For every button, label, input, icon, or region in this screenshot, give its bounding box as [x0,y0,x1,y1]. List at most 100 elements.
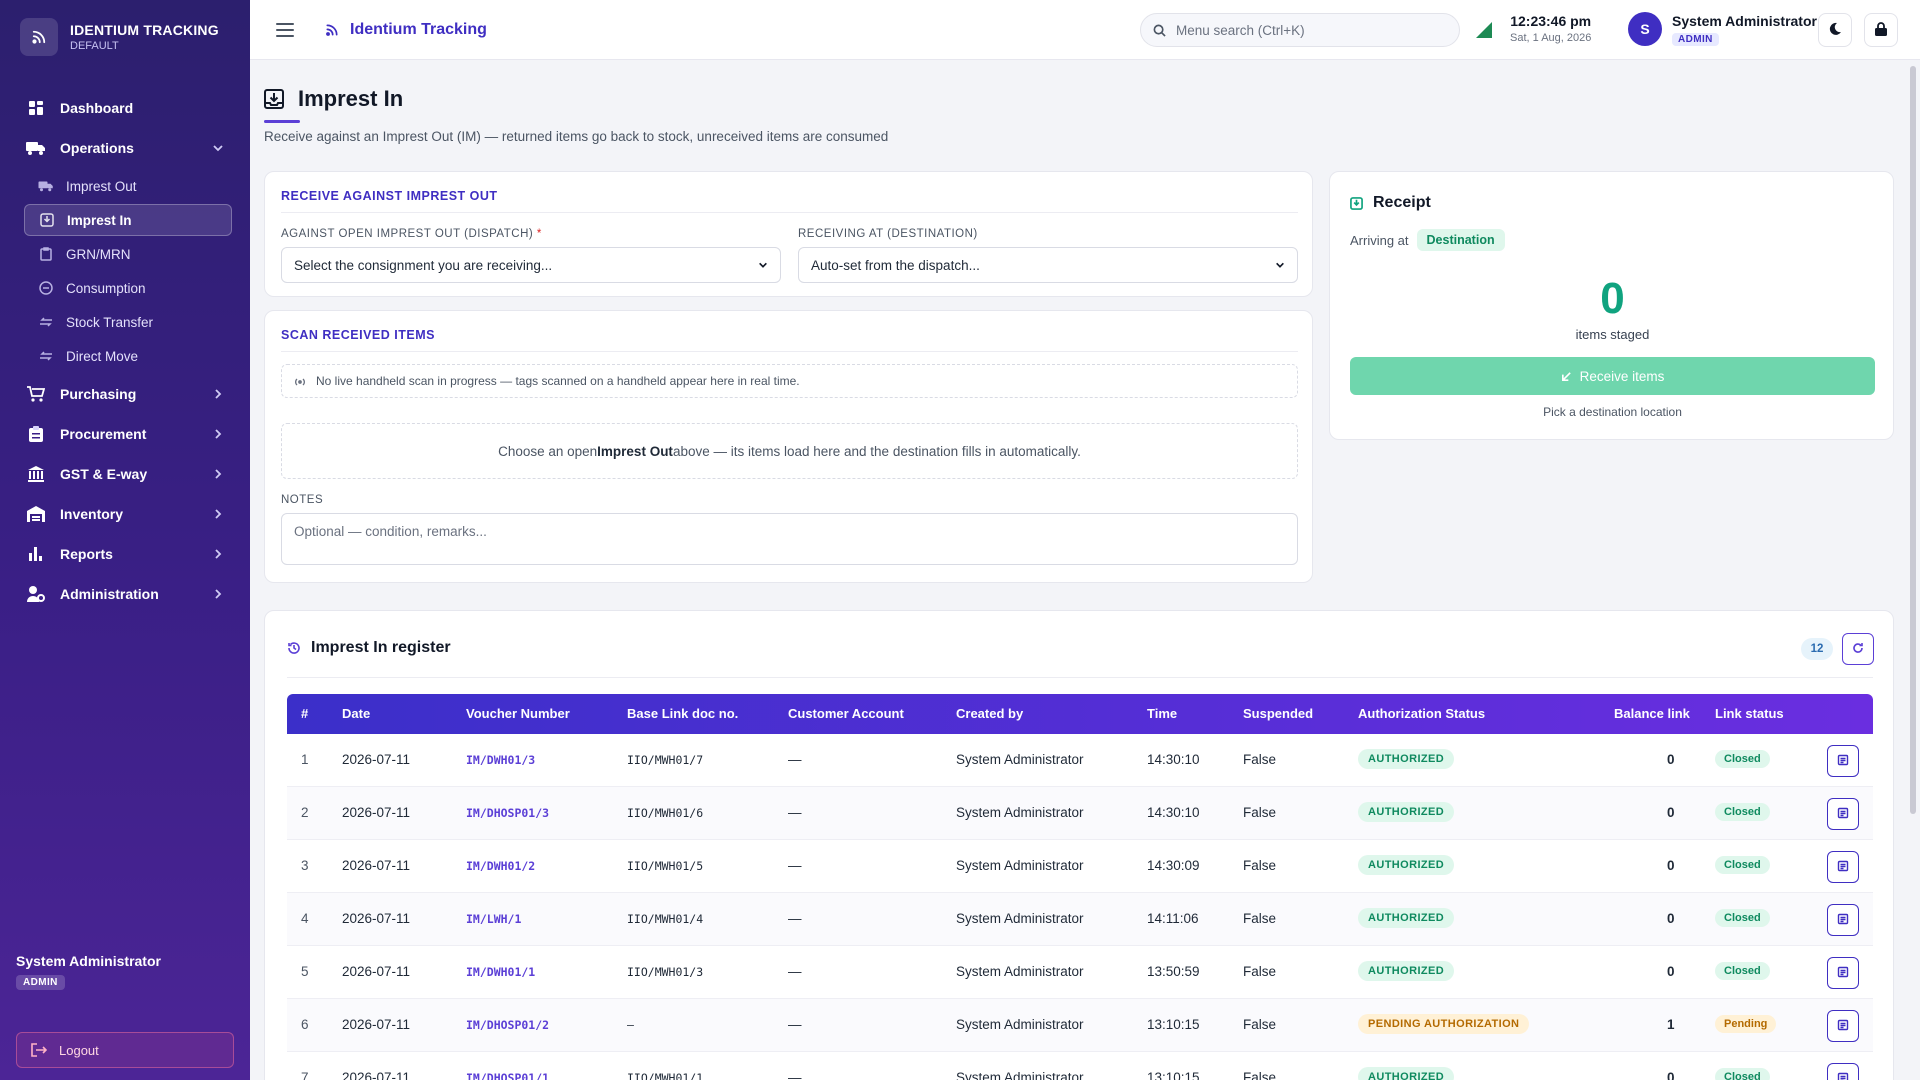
sidebar-item-label: Procurement [60,426,147,442]
clipboard-icon [38,246,54,262]
title-underline [264,120,300,123]
menu-search-input[interactable]: Menu search (Ctrl+K) [1140,13,1460,47]
theme-toggle-button[interactable] [1818,13,1852,47]
document-icon [1837,754,1849,769]
row-view-button[interactable] [1827,1063,1859,1080]
staged-label: items staged [1575,327,1650,342]
receipt-hint: Pick a destination location [1543,405,1682,419]
table-row[interactable]: 4 2026-07-11 IM/LWH/1 IIO/MWH01/4 — System Ad… [287,893,1873,946]
refresh-button[interactable] [1842,633,1874,665]
sidebar-item-administration[interactable]: Administration [18,574,232,614]
row-suspended: False [1243,805,1277,820]
sidebar-item-inventory[interactable]: Inventory [18,494,232,534]
lock-icon [1875,21,1887,39]
sidebar: IDENTIUM TRACKING DEFAULT Dashboard Oper… [0,0,250,1080]
page-title: Imprest In [264,86,888,112]
sidebar-item-direct-move[interactable]: Direct Move [24,340,232,372]
col-index[interactable]: # [301,706,309,721]
page-scrollbar[interactable] [1910,66,1916,814]
sidebar-item-grn-mrn[interactable]: GRN/MRN [24,238,232,270]
row-index: 4 [301,911,309,926]
hint-text: Choose an open [498,443,598,459]
table-header: # Date Voucher Number Base Link doc no. … [287,694,1873,734]
top-brand[interactable]: Identium Tracking [324,21,487,39]
table-row[interactable]: 7 2026-07-11 IM/DHOSP01/1 IIO/MWH01/1 — Syste… [287,1052,1873,1080]
row-date: 2026-07-11 [342,911,411,926]
sidebar-item-stock-transfer[interactable]: Stock Transfer [24,306,232,338]
user-menu[interactable]: S System Administrator ADMIN [1628,12,1817,46]
sidebar-item-dashboard[interactable]: Dashboard [18,88,232,128]
row-base-link: IIO/MWH01/1 [627,1071,704,1080]
row-view-button[interactable] [1827,851,1859,883]
sidebar-item-purchasing[interactable]: Purchasing [18,374,232,414]
sidebar-item-consumption[interactable]: Consumption [24,272,232,304]
row-auth-status-badge: AUTHORIZED [1358,908,1455,928]
sidebar-item-imprest-in[interactable]: Imprest In [24,204,232,236]
col-created-by[interactable]: Created by [956,706,1024,721]
row-voucher-link[interactable]: IM/DWH01/2 [466,859,536,873]
document-icon [1837,966,1849,981]
row-base-link: IIO/MWH01/6 [627,806,704,820]
row-voucher-link[interactable]: IM/LWH/1 [466,912,522,926]
col-auth-status[interactable]: Authorization Status [1358,706,1486,721]
row-view-button[interactable] [1827,904,1859,936]
col-suspended[interactable]: Suspended [1243,706,1314,721]
lock-button[interactable] [1864,13,1898,47]
brand[interactable]: IDENTIUM TRACKING DEFAULT [0,0,250,74]
table-row[interactable]: 3 2026-07-11 IM/DWH01/2 IIO/MWH01/5 — System … [287,840,1873,893]
table-row[interactable]: 6 2026-07-11 IM/DHOSP01/2 – — System Administ… [287,999,1873,1052]
dispatch-select[interactable]: Select the consignment you are receiving… [281,247,781,283]
row-view-button[interactable] [1827,957,1859,989]
col-date[interactable]: Date [342,706,371,721]
sidebar-item-imprest-out[interactable]: Imprest Out [24,170,232,202]
receive-items-button[interactable]: Receive items [1350,357,1875,395]
destination-select-value: Auto-set from the dispatch... [811,257,980,273]
register-title: Imprest In register [287,639,451,657]
sidebar-item-procurement[interactable]: Procurement [18,414,232,454]
row-voucher-link[interactable]: IM/DHOSP01/2 [466,1018,550,1032]
table-row[interactable]: 5 2026-07-11 IM/DWH01/1 IIO/MWH01/3 — System … [287,946,1873,999]
inbox-icon [39,212,55,228]
sidebar-item-label: Consumption [66,280,146,296]
register-card: Imprest In register 12 # Date Voucher Nu… [264,610,1894,1080]
hamburger-icon[interactable] [276,22,294,37]
arrow-down-left-icon [1561,371,1572,382]
col-voucher[interactable]: Voucher Number [466,706,570,721]
row-created-by: System Administrator [956,805,1084,820]
document-icon [1837,913,1849,928]
row-created-by: System Administrator [956,1017,1084,1032]
col-time[interactable]: Time [1147,706,1178,721]
destination-select[interactable]: Auto-set from the dispatch... [798,247,1298,283]
sidebar-item-reports[interactable]: Reports [18,534,232,574]
table-row[interactable]: 1 2026-07-11 IM/DWH01/3 IIO/MWH01/7 — System … [287,734,1873,787]
operations-submenu: Imprest Out Imprest In GRN/MRN Consumpti… [18,170,232,372]
swap-icon [38,348,54,364]
row-created-by: System Administrator [956,858,1084,873]
col-link-status[interactable]: Link status [1715,706,1784,721]
receive-items-label: Receive items [1579,368,1665,384]
row-voucher-link[interactable]: IM/DHOSP01/1 [466,1071,550,1080]
row-view-button[interactable] [1827,745,1859,777]
row-voucher-link[interactable]: IM/DHOSP01/3 [466,806,550,820]
dispatch-label: AGAINST OPEN IMPREST OUT (DISPATCH) * [281,228,542,240]
col-customer[interactable]: Customer Account [788,706,904,721]
notes-textarea[interactable]: Optional — condition, remarks... [281,513,1298,565]
col-balance[interactable]: Balance link [1614,706,1690,721]
row-created-by: System Administrator [956,752,1084,767]
col-base-link[interactable]: Base Link doc no. [627,706,739,721]
sidebar-user: System Administrator ADMIN [16,953,161,990]
sidebar-item-operations[interactable]: Operations [18,128,232,168]
row-time: 14:30:10 [1147,805,1200,820]
truck-small-icon [38,178,54,194]
row-view-button[interactable] [1827,798,1859,830]
row-view-button[interactable] [1827,1010,1859,1042]
table-row[interactable]: 2 2026-07-11 IM/DHOSP01/3 IIO/MWH01/6 — Syste… [287,787,1873,840]
swap-icon [38,314,54,330]
row-created-by: System Administrator [956,964,1084,979]
logout-button[interactable]: Logout [16,1032,234,1068]
row-voucher-link[interactable]: IM/DWH01/3 [466,753,536,767]
sidebar-item-gst-eway[interactable]: GST & E-way [18,454,232,494]
row-voucher-link[interactable]: IM/DWH01/1 [466,965,536,979]
row-customer: — [788,964,802,979]
sidebar-user-name: System Administrator [16,953,161,969]
